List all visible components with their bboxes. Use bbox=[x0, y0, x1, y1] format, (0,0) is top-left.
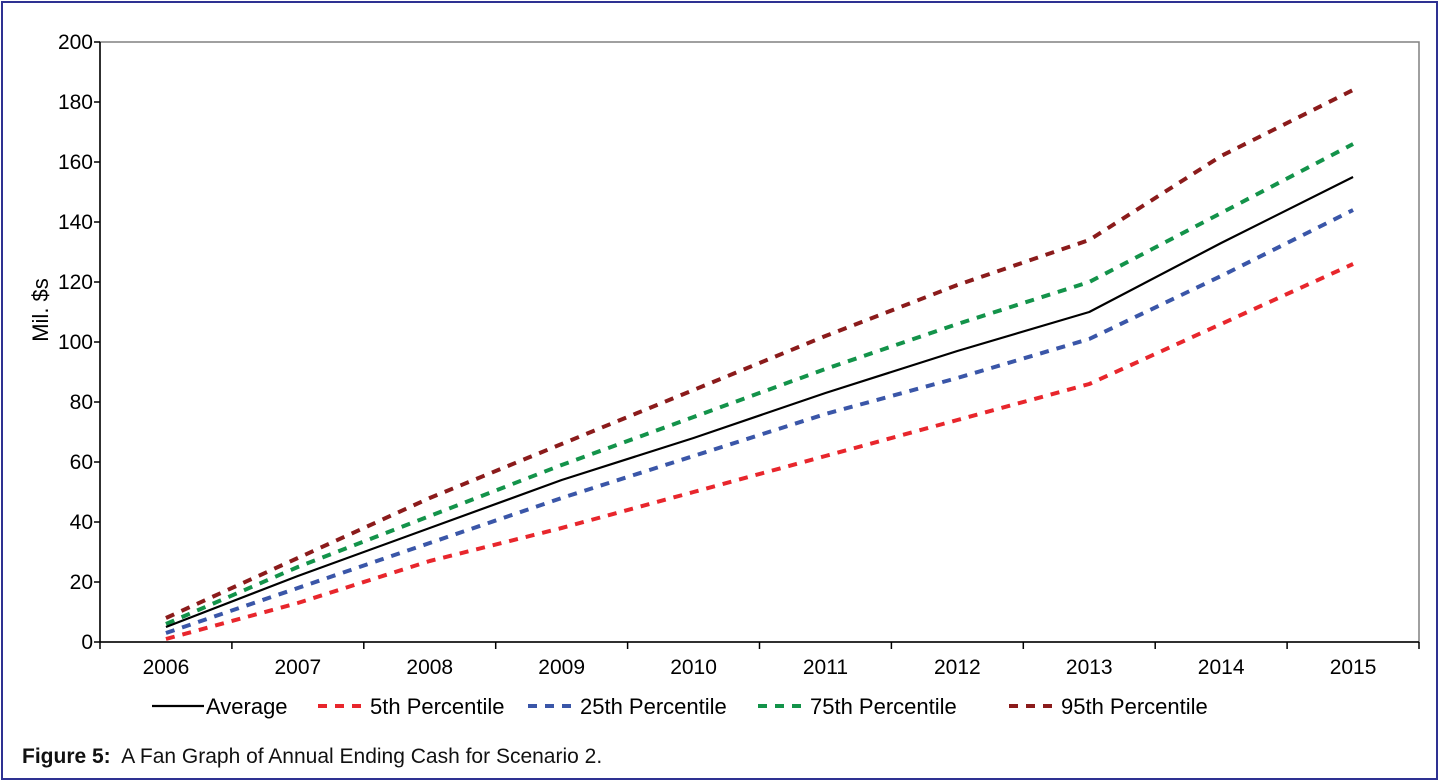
x-tick-label: 2011 bbox=[803, 656, 848, 679]
y-tick-label: 120 bbox=[58, 271, 93, 294]
legend-label-5th-percentile: 5th Percentile bbox=[370, 694, 505, 719]
series-line-average bbox=[165, 176, 1354, 629]
y-tick-label: 180 bbox=[58, 91, 93, 114]
x-tick-label: 2009 bbox=[538, 656, 585, 679]
y-tick-label: 60 bbox=[70, 451, 93, 474]
legend-label-25th-percentile: 25th Percentile bbox=[580, 694, 727, 719]
series-line-25th-percentile bbox=[165, 208, 1354, 635]
y-tick-label: 140 bbox=[58, 211, 93, 234]
y-tick-label: 160 bbox=[58, 151, 93, 174]
y-axis-label: Mil. $s bbox=[28, 278, 53, 342]
series-line-95th-percentile bbox=[165, 88, 1354, 620]
y-tick-label: 20 bbox=[70, 571, 93, 594]
series-line-75th-percentile bbox=[165, 142, 1354, 626]
legend-label-95th-percentile: 95th Percentile bbox=[1061, 694, 1208, 719]
x-tick-label: 2015 bbox=[1330, 656, 1377, 679]
x-tick-label: 2013 bbox=[1066, 656, 1113, 679]
y-tick-label: 80 bbox=[70, 391, 93, 414]
x-tick-label: 2012 bbox=[934, 656, 981, 679]
y-tick-label: 0 bbox=[81, 631, 93, 654]
y-tick-label: 100 bbox=[58, 331, 93, 354]
figure-caption: Figure 5: A Fan Graph of Annual Ending C… bbox=[22, 745, 602, 769]
x-tick-label: 2014 bbox=[1198, 656, 1245, 679]
caption-label: Figure 5: bbox=[22, 745, 111, 768]
series-line-5th-percentile bbox=[165, 262, 1354, 641]
y-tick-label: 40 bbox=[70, 511, 93, 534]
legend-label-average: Average bbox=[206, 694, 288, 719]
y-tick-label: 200 bbox=[58, 31, 93, 54]
x-tick-label: 2010 bbox=[670, 656, 717, 679]
legend: Average 5th Percentile 25th Percentile 75th… bbox=[152, 694, 1208, 719]
x-tick-label: 2008 bbox=[406, 656, 453, 679]
caption-text: A Fan Graph of Annual Ending Cash for Sc… bbox=[121, 745, 603, 768]
x-tick-label: 2006 bbox=[143, 656, 190, 679]
plot-border bbox=[99, 41, 1420, 643]
x-tick-label: 2007 bbox=[274, 656, 321, 679]
plot-area bbox=[99, 41, 1420, 643]
axes: 0 20 40 60 80 100 120 140 160 180 200 2006 2007 2008 2… bbox=[58, 31, 1420, 679]
legend-label-75th-percentile: 75th Percentile bbox=[810, 694, 957, 719]
series-lines bbox=[165, 88, 1354, 641]
